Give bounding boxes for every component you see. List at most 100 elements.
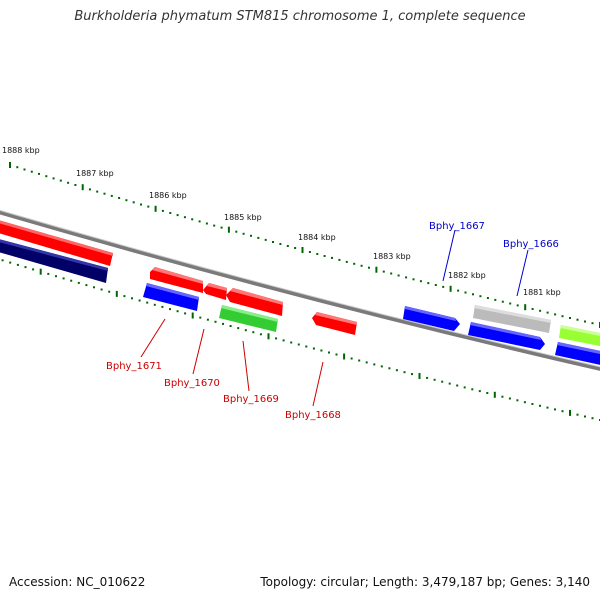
gene-bphy-1671-forward[interactable] bbox=[150, 267, 203, 293]
ruler-minor-tick bbox=[294, 247, 297, 249]
ruler-minor-tick bbox=[338, 258, 341, 261]
ruler-major-tick bbox=[569, 409, 571, 416]
ruler-minor-tick bbox=[360, 264, 363, 267]
ruler-minor-tick bbox=[214, 320, 217, 323]
ruler-minor-tick bbox=[38, 172, 40, 175]
ruler-minor-tick bbox=[472, 293, 474, 296]
ruler-minor-tick bbox=[191, 218, 194, 221]
ruler-minor-tick bbox=[403, 371, 406, 374]
gene-right-blue[interactable] bbox=[555, 342, 600, 366]
ruler-minor-tick bbox=[516, 399, 519, 402]
gene-bphy-1666-blue[interactable] bbox=[468, 322, 545, 350]
map-title: Burkholderia phymatum STM815 chromosome … bbox=[74, 9, 526, 24]
ruler-minor-tick bbox=[434, 284, 437, 286]
ruler-minor-tick bbox=[96, 190, 99, 193]
ruler-minor-tick bbox=[486, 392, 489, 394]
ruler-minor-tick bbox=[373, 363, 376, 366]
ruler-minor-tick bbox=[365, 361, 368, 364]
ruler-minor-tick bbox=[264, 238, 267, 241]
ruler-major-tick bbox=[343, 353, 346, 360]
inner-ruler bbox=[1, 259, 600, 421]
ruler-minor-tick bbox=[242, 232, 245, 235]
ruler-minor-tick bbox=[147, 205, 150, 208]
gene-bphy-1666-gray[interactable] bbox=[473, 305, 551, 333]
ruler-minor-tick bbox=[118, 197, 121, 199]
gene-outer-dark-left[interactable] bbox=[0, 238, 108, 283]
ruler-major-tick bbox=[375, 266, 378, 273]
ruler-minor-tick bbox=[457, 289, 460, 292]
ruler-major-tick bbox=[418, 373, 421, 379]
ruler-minor-tick bbox=[427, 282, 430, 285]
gene-bphy-1669-green[interactable] bbox=[219, 305, 278, 332]
ruler-label-1887: 1887 kbp bbox=[76, 169, 114, 178]
ruler-minor-tick bbox=[184, 312, 187, 315]
ruler-minor-tick bbox=[85, 284, 88, 287]
ruler-minor-tick bbox=[412, 278, 415, 281]
ruler-major-tick bbox=[191, 312, 194, 319]
ruler-minor-tick bbox=[297, 343, 300, 346]
ruler-minor-tick bbox=[16, 166, 19, 169]
gene-label-bphy-1670[interactable]: Bphy_1670 bbox=[164, 378, 220, 389]
topology-summary: Topology: circular; Length: 3,479,187 bp… bbox=[260, 575, 590, 589]
ruler-minor-tick bbox=[576, 413, 579, 416]
ruler-major-tick bbox=[227, 226, 230, 233]
gene-label-bphy-1669[interactable]: Bphy_1669 bbox=[223, 394, 279, 405]
gene-label-bphy-1668[interactable]: Bphy_1668 bbox=[285, 410, 341, 421]
ruler-minor-tick bbox=[353, 262, 356, 265]
ruler-minor-tick bbox=[176, 310, 179, 313]
ruler-minor-tick bbox=[531, 403, 534, 405]
ruler-minor-tick bbox=[531, 308, 534, 310]
ruler-minor-tick bbox=[140, 203, 142, 206]
ruler-minor-tick bbox=[494, 298, 497, 301]
accession-text: Accession: NC_010622 bbox=[9, 575, 146, 589]
gene-bphy-1670[interactable] bbox=[203, 283, 227, 300]
gene-outer-red-left[interactable] bbox=[0, 219, 113, 266]
gene-bphy-1669-forward[interactable] bbox=[226, 288, 283, 316]
ruler-minor-tick bbox=[411, 373, 413, 376]
gene-right-lime[interactable] bbox=[559, 325, 600, 347]
ruler-major-tick bbox=[154, 205, 157, 212]
ruler-minor-tick bbox=[125, 199, 128, 202]
ruler-minor-tick bbox=[93, 286, 95, 289]
ruler-minor-tick bbox=[9, 261, 12, 264]
ruler-minor-tick bbox=[478, 390, 481, 393]
gene-bphy-1671-reverse[interactable] bbox=[143, 283, 199, 311]
gene-label-bphy-1671[interactable]: Bphy_1671 bbox=[106, 361, 162, 372]
gene-label-bphy-1666[interactable]: Bphy_1666 bbox=[503, 239, 559, 250]
ruler-minor-tick bbox=[146, 301, 149, 304]
ruler-minor-tick bbox=[486, 297, 489, 299]
chromosome-backbone bbox=[0, 210, 600, 371]
ruler-minor-tick bbox=[441, 380, 444, 383]
ruler-minor-tick bbox=[45, 175, 48, 178]
ruler-minor-tick bbox=[70, 279, 73, 282]
ruler-minor-tick bbox=[501, 300, 504, 303]
ruler-minor-tick bbox=[275, 337, 278, 340]
ruler-minor-tick bbox=[108, 290, 111, 293]
ruler-minor-tick bbox=[103, 192, 106, 195]
ruler-minor-tick bbox=[464, 291, 467, 294]
ruler-minor-tick bbox=[395, 369, 398, 372]
ruler-minor-tick bbox=[561, 315, 564, 318]
ruler-minor-tick bbox=[569, 317, 571, 319]
ruler-minor-tick bbox=[471, 388, 474, 391]
gene-label-bphy-1667[interactable]: Bphy_1667 bbox=[429, 221, 485, 232]
gene-bphy-1667[interactable] bbox=[403, 306, 460, 331]
ruler-label-1881: 1881 kbp bbox=[523, 288, 561, 297]
ruler-minor-tick bbox=[561, 410, 564, 413]
ruler-minor-tick bbox=[419, 280, 422, 283]
ruler-minor-tick bbox=[546, 406, 549, 409]
ruler-minor-tick bbox=[138, 299, 141, 302]
ruler-minor-tick bbox=[199, 316, 202, 319]
ruler-minor-tick bbox=[62, 277, 65, 280]
ruler-label-1888: 1888 kbp bbox=[2, 146, 40, 155]
ruler-minor-tick bbox=[237, 327, 240, 330]
ruler-minor-tick bbox=[100, 288, 103, 291]
ruler-minor-tick bbox=[286, 245, 289, 247]
gene-bphy-1668[interactable] bbox=[312, 312, 357, 335]
ruler-minor-tick bbox=[1, 259, 4, 262]
ruler-major-tick bbox=[524, 304, 527, 311]
ruler-minor-tick bbox=[523, 401, 526, 404]
ruler-minor-tick bbox=[380, 365, 383, 368]
